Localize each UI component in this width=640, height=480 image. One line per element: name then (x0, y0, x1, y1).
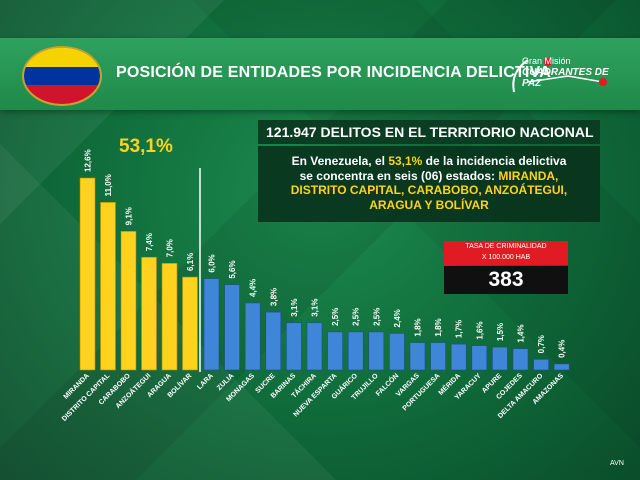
bar-guárico (347, 331, 364, 371)
value-label: 7,0% (166, 239, 175, 257)
concentration-description: En Venezuela, el 53,1% de la incidencia … (258, 146, 600, 222)
desc-line1-b: de la incidencia delictiva (422, 154, 567, 168)
desc-line3: DISTRITO CAPITAL, CARABOBO, ANZOÁTEGUI, (290, 183, 568, 197)
header-banner (0, 38, 640, 110)
value-label: 1,5% (496, 323, 505, 341)
category-label: LARA (196, 372, 215, 391)
bar-carabobo (120, 231, 137, 371)
total-crimes-heading: 121.947 DELITOS EN EL TERRITORIO NACIONA… (258, 120, 600, 144)
value-label: 1,6% (475, 321, 484, 339)
bar-distrito-capital (100, 202, 116, 371)
value-label: 3,1% (290, 299, 299, 317)
value-label: 2,5% (372, 308, 381, 326)
crime-rate-label: TASA DE CRIMINALIDAD X 100.000 HAB (444, 241, 568, 265)
value-label: 0,7% (537, 335, 546, 353)
value-label: 9,1% (125, 207, 134, 225)
highlight-total-label: 53,1% (119, 136, 173, 157)
bar-cojedes (512, 348, 529, 371)
crime-rate-label-2: X 100.000 HAB (481, 254, 531, 261)
bar-aragua (161, 263, 178, 371)
cuadrantes-de-paz-logo: Gran Misión CUADRANTES DE PAZ (508, 52, 620, 98)
category-label: ZULIA (216, 372, 236, 392)
value-label: 3,8% (269, 288, 278, 306)
bar-amazonas (553, 363, 570, 371)
value-label: 2,5% (352, 308, 361, 326)
bar-anzoátegui (141, 256, 157, 371)
value-label: 6,0% (208, 254, 217, 272)
page-title: POSICIÓN DE ENTIDADES POR INCIDENCIA DEL… (116, 64, 552, 81)
value-label: 5,6% (228, 260, 237, 278)
value-label: 4,4% (249, 279, 258, 297)
value-label: 3,1% (311, 299, 320, 317)
bar-portuguesa (430, 342, 446, 371)
bar-monagas (244, 302, 261, 371)
bar-trujillo (368, 331, 385, 371)
desc-line1-pct: 53,1% (388, 154, 423, 168)
bar-falcón (389, 333, 405, 371)
crime-rate-label-1: TASA DE CRIMINALIDAD (465, 243, 547, 250)
bar-vargas (409, 342, 426, 371)
bar-zulia (224, 284, 240, 371)
bar-mérida (450, 343, 467, 371)
crime-rate-value: 383 (444, 266, 568, 294)
category-label: ANZOÁTEGUI (113, 371, 152, 410)
logo-line1: Gran Misión (522, 56, 571, 66)
venezuela-seal-logo (22, 46, 102, 106)
value-label: 1,8% (434, 318, 443, 336)
desc-line4: ARAGUA Y BOLÍVAR (369, 197, 489, 212)
desc-line2-states: MIRANDA, (498, 168, 559, 183)
credit: AVN (610, 460, 624, 467)
bar-miranda (79, 177, 96, 371)
value-label: 12,6% (84, 149, 93, 172)
bar-sucre (265, 311, 282, 371)
bar-apure (492, 346, 508, 371)
value-label: 1,7% (455, 320, 464, 338)
bar-barinas (286, 322, 302, 371)
desc-line2: se concentra en seis (06) estados: (299, 168, 499, 183)
bar-lara (203, 278, 220, 371)
bar-táchira (306, 322, 323, 371)
bar-yaracuy (471, 345, 488, 371)
category-label: PORTUGUESA (402, 372, 442, 412)
value-label: 0,4% (558, 340, 567, 358)
value-label: 7,4% (145, 233, 154, 251)
desc-line1-a: En Venezuela, el (291, 154, 389, 168)
logo-line2: CUADRANTES DE PAZ (522, 67, 609, 89)
bar-bolívar (182, 276, 198, 371)
value-label: 1,4% (517, 324, 526, 342)
value-label: 6,1% (186, 253, 195, 271)
value-label: 1,8% (414, 318, 423, 336)
value-label: 2,5% (331, 308, 340, 326)
value-label: 2,4% (393, 309, 402, 327)
bar-nueva-esparta (327, 331, 343, 371)
value-label: 11,0% (104, 174, 113, 196)
bar-delta-amacuro (533, 359, 549, 371)
